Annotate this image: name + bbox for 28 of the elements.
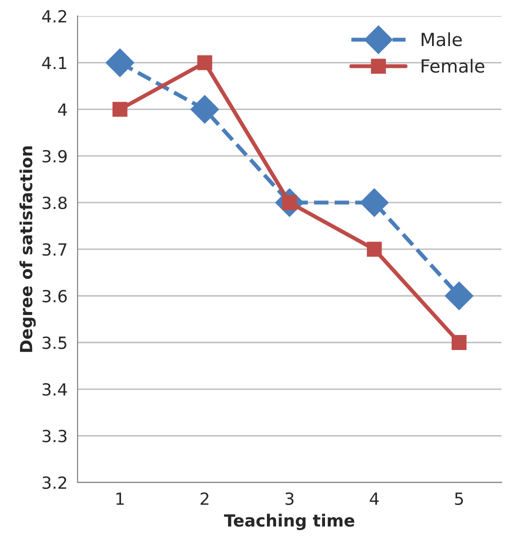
y-axis-title: Degree of satisfaction bbox=[20, 146, 36, 352]
y-tick-label: 3.6 bbox=[42, 290, 67, 302]
y-tick-label: 3.7 bbox=[42, 243, 66, 256]
x-tick-label: 3 bbox=[285, 492, 294, 506]
y-tick-label: 3.8 bbox=[42, 196, 67, 210]
y-tick-label: 3.3 bbox=[42, 430, 66, 442]
legend-label: Male bbox=[422, 32, 462, 46]
y-tick-label: 3.9 bbox=[42, 150, 67, 163]
y-tick-label: 4.1 bbox=[42, 56, 66, 70]
point bbox=[197, 55, 212, 70]
y-tick-label: 3.2 bbox=[42, 476, 66, 489]
x-tick-label: 2 bbox=[200, 492, 208, 505]
x-tick-label: 5 bbox=[455, 492, 463, 506]
point bbox=[106, 48, 134, 77]
point bbox=[190, 95, 219, 124]
point bbox=[112, 102, 128, 117]
point bbox=[444, 282, 474, 310]
point bbox=[366, 242, 382, 257]
y-tick-label: 3.4 bbox=[42, 383, 67, 396]
legend-label: Female bbox=[422, 58, 484, 73]
y-tick-label: 3.5 bbox=[42, 336, 66, 350]
point bbox=[452, 335, 467, 350]
y-tick-label: 4.2 bbox=[42, 10, 66, 22]
point bbox=[360, 188, 389, 217]
x-tick-label: 1 bbox=[116, 492, 124, 505]
x-axis-title: Teaching time bbox=[224, 514, 354, 530]
x-tick-label: 4 bbox=[370, 492, 379, 505]
y-tick-label: 4 bbox=[58, 104, 67, 116]
